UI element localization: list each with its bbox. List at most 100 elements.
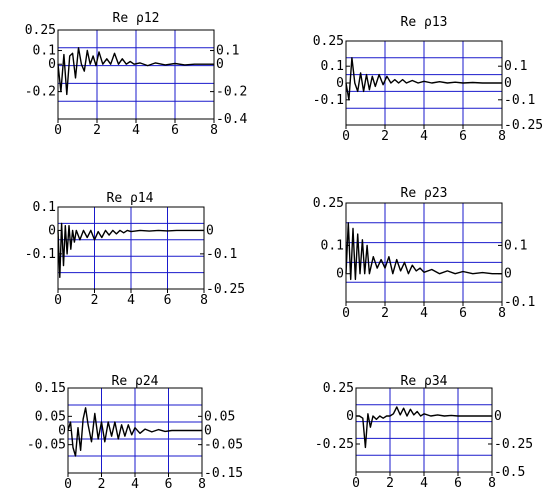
y-left-tick-label: 0.05 [35, 409, 66, 424]
x-tick-label: 6 [164, 293, 172, 308]
y-right-tick-label: -0.2 [216, 85, 247, 100]
y-left-tick-label: 0.25 [313, 34, 344, 49]
x-tick-label: 2 [91, 293, 99, 308]
series-line [57, 222, 204, 278]
y-right-tick-label: -0.4 [216, 112, 247, 127]
x-tick-label: 6 [459, 306, 467, 321]
x-tick-label: 2 [381, 306, 389, 321]
x-tick-label: 4 [131, 477, 139, 491]
y-left-tick-label: 0.25 [313, 196, 344, 211]
y-left-tick-label: 0.1 [321, 59, 344, 74]
grid [346, 41, 502, 125]
y-axis-left-ticks: 0.25 0.1 0 -0.1 [313, 34, 350, 108]
y-left-tick-label: 0.1 [33, 200, 56, 215]
y-left-tick-label: 0.25 [323, 381, 354, 396]
grid [58, 207, 204, 289]
y-left-tick-label: 0 [336, 76, 344, 91]
y-left-tick-label: 0.1 [321, 238, 344, 253]
y-left-tick-label: -0.1 [313, 93, 344, 108]
x-axis-ticks: 0 2 4 6 8 [342, 302, 506, 321]
grid [346, 203, 502, 302]
x-tick-label: 2 [93, 123, 101, 138]
series-line [57, 47, 214, 96]
x-tick-label: 0 [54, 293, 62, 308]
y-left-tick-label: -0.2 [25, 85, 56, 100]
x-tick-label: 8 [200, 293, 208, 308]
y-right-tick-label: 0.1 [504, 238, 527, 253]
x-tick-label: 2 [381, 129, 389, 144]
x-tick-label: 6 [165, 477, 173, 491]
x-tick-label: 4 [420, 129, 428, 144]
series-line [345, 57, 502, 101]
x-tick-label: 4 [420, 306, 428, 321]
x-tick-label: 4 [420, 476, 428, 491]
y-right-tick-label: 0 [504, 267, 512, 282]
y-axis-right-ticks: 0.050-0.05 -0.15 [198, 409, 243, 481]
x-tick-label: 6 [454, 476, 462, 491]
grid [58, 30, 214, 119]
y-left-tick-label: 0.1 [33, 44, 56, 59]
y-right-tick-label: 0 [216, 57, 224, 72]
y-right-tick-label: 0 [204, 424, 212, 439]
y-left-tick-label: -0.05 [27, 438, 66, 453]
y-axis-left-ticks: 0.25 0.1 0 [313, 196, 350, 282]
x-tick-label: 6 [171, 123, 179, 138]
y-left-tick-label: 0 [48, 223, 56, 238]
y-axis-right-ticks: 0 -0.25 -0.5 [488, 409, 533, 480]
panel-title: Re ρ23 [401, 186, 448, 201]
y-left-tick-label: 0 [336, 267, 344, 282]
x-tick-label: 8 [210, 123, 218, 138]
y-right-tick-label: 0.05 [204, 409, 235, 424]
y-right-tick-label: 0 [494, 409, 502, 424]
y-right-tick-label: -0.1 [206, 247, 237, 262]
x-tick-label: 2 [386, 476, 394, 491]
panel-re-rho14: Re ρ14 0 2 4 6 8 0.1 0 -0.1 0 -0.1 -0.25 [25, 191, 245, 308]
x-tick-label: 8 [498, 129, 506, 144]
y-right-tick-label: 0.1 [504, 59, 527, 74]
x-tick-label: 0 [352, 476, 360, 491]
x-axis-ticks: 0 2 4 6 8 [54, 289, 208, 308]
y-left-tick-label: 0 [58, 424, 66, 439]
y-right-tick-label: 0 [504, 76, 512, 91]
y-axis-left-ticks: 0.1 0 -0.1 [25, 200, 62, 262]
y-left-tick-label: -0.25 [315, 437, 354, 452]
panel-title: Re ρ14 [107, 191, 154, 206]
x-tick-label: 0 [64, 477, 72, 491]
y-axis-right-ticks: 0.1 0 -0.1 [498, 238, 535, 310]
y-right-tick-label: -0.25 [494, 437, 533, 452]
panel-re-rho34: Re ρ34 0 2 4 6 8 0.25 0 -0.25 0 -0.25 -0.5 [315, 374, 533, 491]
x-axis-ticks: 0 2 4 6 8 [54, 119, 218, 138]
x-tick-label: 4 [132, 123, 140, 138]
y-right-tick-label: 0.1 [216, 44, 239, 59]
y-right-tick-label: -0.1 [504, 295, 535, 310]
series-line [356, 406, 492, 449]
y-axis-right-ticks: 0.10 -0.2 -0.4 [210, 44, 247, 127]
y-axis-right-ticks: 0.1 0 -0.1 -0.25 [498, 59, 543, 133]
y-right-tick-label: -0.5 [494, 465, 525, 480]
y-left-tick-label: 0 [346, 409, 354, 424]
y-right-tick-label: 0 [206, 223, 214, 238]
panel-re-rho13: Re ρ13 0 2 4 6 8 0.25 0.1 0 -0.1 0.1 0 -0.1 -0.25 [313, 15, 543, 144]
x-tick-label: 0 [342, 129, 350, 144]
x-tick-label: 2 [98, 477, 106, 491]
panel-re-rho23: Re ρ23 0 2 4 6 8 0.25 0.1 0 0.1 0 -0.1 [313, 186, 536, 321]
y-left-tick-label: -0.1 [25, 247, 56, 262]
y-left-tick-label: 0.15 [35, 381, 66, 396]
series-line [345, 222, 502, 281]
grid [356, 388, 492, 472]
x-tick-label: 6 [459, 129, 467, 144]
y-right-tick-label: -0.15 [204, 466, 243, 481]
panel-title: Re ρ24 [112, 374, 159, 389]
y-left-tick-label: 0.25 [25, 23, 56, 38]
y-right-tick-label: -0.1 [504, 93, 535, 108]
x-axis-ticks: 0 2 4 6 8 [64, 473, 206, 491]
y-right-tick-label: -0.25 [206, 282, 245, 297]
x-tick-label: 0 [54, 123, 62, 138]
y-right-tick-label: -0.05 [204, 438, 243, 453]
panel-title: Re ρ34 [401, 374, 448, 389]
panel-title: Re ρ13 [401, 15, 448, 30]
x-tick-label: 8 [488, 476, 496, 491]
